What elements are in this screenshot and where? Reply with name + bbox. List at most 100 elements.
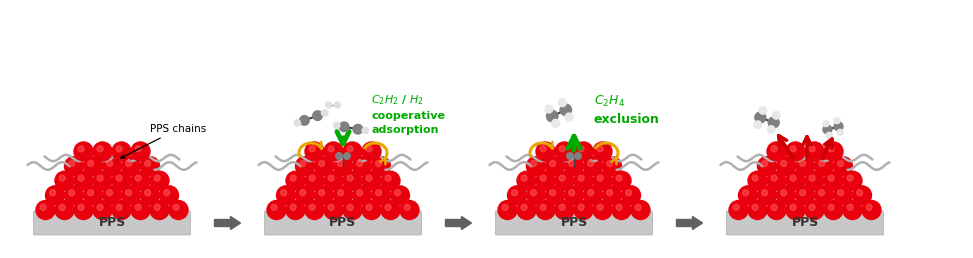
Circle shape <box>771 175 777 181</box>
Circle shape <box>347 146 353 152</box>
Text: PPS: PPS <box>330 216 357 230</box>
Circle shape <box>790 204 796 210</box>
Circle shape <box>300 160 306 166</box>
Circle shape <box>574 200 593 220</box>
Circle shape <box>767 171 786 190</box>
Circle shape <box>84 157 102 176</box>
Circle shape <box>597 204 603 210</box>
Circle shape <box>290 175 296 181</box>
Circle shape <box>752 204 758 210</box>
Circle shape <box>97 146 103 152</box>
Circle shape <box>318 190 325 196</box>
Circle shape <box>280 190 287 196</box>
Circle shape <box>565 113 573 121</box>
Circle shape <box>566 153 573 159</box>
Circle shape <box>102 186 122 205</box>
Circle shape <box>140 186 160 205</box>
Circle shape <box>847 204 853 210</box>
Circle shape <box>536 200 555 220</box>
Circle shape <box>862 200 881 220</box>
Circle shape <box>559 99 566 107</box>
Circle shape <box>93 171 112 190</box>
Circle shape <box>352 186 372 205</box>
Text: PPS: PPS <box>791 216 818 230</box>
Circle shape <box>790 175 796 181</box>
Circle shape <box>546 186 564 205</box>
Circle shape <box>606 160 613 166</box>
Circle shape <box>584 157 602 176</box>
Circle shape <box>559 204 565 210</box>
Circle shape <box>754 121 762 128</box>
Circle shape <box>352 157 372 176</box>
Circle shape <box>823 125 832 134</box>
Circle shape <box>540 146 546 152</box>
Circle shape <box>78 146 85 152</box>
Circle shape <box>356 190 363 196</box>
Circle shape <box>626 190 631 196</box>
Circle shape <box>64 157 84 176</box>
Circle shape <box>64 186 84 205</box>
Circle shape <box>390 186 410 205</box>
Circle shape <box>597 146 603 152</box>
Circle shape <box>847 175 853 181</box>
Circle shape <box>404 204 411 210</box>
FancyArrow shape <box>676 216 703 230</box>
Circle shape <box>55 200 74 220</box>
Circle shape <box>739 186 758 205</box>
Circle shape <box>824 142 843 161</box>
Circle shape <box>309 204 315 210</box>
Circle shape <box>555 200 574 220</box>
Circle shape <box>498 200 517 220</box>
Circle shape <box>768 126 775 133</box>
Circle shape <box>328 175 334 181</box>
Circle shape <box>546 157 564 176</box>
Circle shape <box>40 204 46 210</box>
Circle shape <box>150 171 169 190</box>
Text: PPS: PPS <box>560 216 588 230</box>
Circle shape <box>122 186 140 205</box>
Circle shape <box>328 146 334 152</box>
Circle shape <box>343 142 362 161</box>
Circle shape <box>588 190 594 196</box>
Circle shape <box>135 204 141 210</box>
Circle shape <box>762 160 768 166</box>
Circle shape <box>748 171 767 190</box>
Circle shape <box>366 175 372 181</box>
Circle shape <box>748 200 767 220</box>
FancyArrow shape <box>446 216 472 230</box>
Circle shape <box>780 160 786 166</box>
Circle shape <box>805 200 824 220</box>
Circle shape <box>93 200 112 220</box>
Circle shape <box>769 117 779 128</box>
Circle shape <box>286 200 305 220</box>
Circle shape <box>588 160 594 166</box>
Circle shape <box>828 204 834 210</box>
Circle shape <box>568 190 575 196</box>
Circle shape <box>59 204 65 210</box>
Circle shape <box>574 142 593 161</box>
Circle shape <box>55 171 74 190</box>
Circle shape <box>305 171 324 190</box>
Circle shape <box>545 105 553 113</box>
Circle shape <box>834 118 840 124</box>
Circle shape <box>564 186 584 205</box>
Circle shape <box>818 160 825 166</box>
Circle shape <box>314 186 334 205</box>
Circle shape <box>347 204 353 210</box>
Circle shape <box>296 157 314 176</box>
Circle shape <box>818 190 825 196</box>
Circle shape <box>555 142 574 161</box>
Circle shape <box>522 204 527 210</box>
Circle shape <box>112 142 131 161</box>
Circle shape <box>786 142 805 161</box>
Circle shape <box>50 190 55 196</box>
Circle shape <box>88 160 93 166</box>
Circle shape <box>828 175 834 181</box>
Circle shape <box>347 175 353 181</box>
FancyArrow shape <box>214 216 240 230</box>
Circle shape <box>305 200 324 220</box>
Circle shape <box>126 160 131 166</box>
Circle shape <box>59 175 65 181</box>
Circle shape <box>338 160 343 166</box>
Circle shape <box>126 190 131 196</box>
